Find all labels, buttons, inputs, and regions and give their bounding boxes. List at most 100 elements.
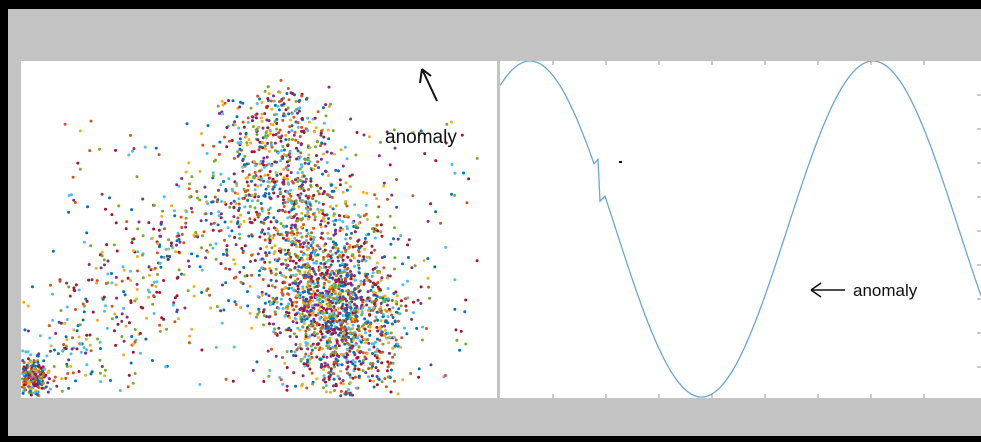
- scatter-point: [298, 167, 302, 171]
- scatter-point: [329, 183, 333, 187]
- scatter-point: [379, 319, 383, 323]
- scatter-point: [341, 190, 345, 194]
- scatter-point: [345, 341, 349, 345]
- scatter-point: [275, 296, 279, 300]
- scatter-point: [242, 220, 246, 223]
- scatter-point: [386, 197, 389, 201]
- scatter-point: [104, 304, 107, 308]
- scatter-point: [370, 227, 374, 231]
- scatter-point: [329, 237, 333, 241]
- scatter-point: [273, 103, 277, 107]
- scatter-point: [381, 296, 385, 300]
- scatter-point: [377, 205, 381, 209]
- scatter-point: [179, 215, 183, 219]
- scatter-point: [243, 205, 247, 209]
- scatter-point: [311, 258, 315, 262]
- scatter-point: [40, 386, 44, 390]
- scatter-point: [317, 192, 321, 196]
- scatter-point: [351, 311, 355, 315]
- scatter-point: [238, 236, 242, 240]
- scatter-point: [300, 94, 304, 98]
- scatter-point: [294, 178, 297, 182]
- scatter-point: [44, 373, 48, 377]
- scatter-point: [305, 266, 309, 269]
- scatter-point: [26, 357, 30, 361]
- scatter-point: [24, 371, 28, 374]
- scatter-point: [261, 146, 265, 150]
- scatter-point: [157, 153, 161, 157]
- scatter-point: [376, 369, 380, 373]
- scatter-point: [310, 348, 314, 352]
- scatter-point: [260, 119, 264, 123]
- scatter-point: [301, 374, 305, 378]
- scatter-point: [184, 221, 188, 225]
- scatter-point: [300, 225, 303, 229]
- scatter-point: [302, 189, 306, 193]
- scatter-point: [382, 181, 386, 185]
- scatter-point: [341, 331, 345, 335]
- scatter-point: [305, 245, 309, 248]
- scatter-point: [288, 316, 292, 320]
- scatter-point: [334, 251, 338, 255]
- scatter-point: [351, 376, 355, 380]
- scatter-point: [37, 379, 41, 383]
- scatter-point: [327, 290, 331, 294]
- scatter-point: [290, 201, 294, 205]
- scatter-point: [131, 342, 135, 346]
- scatter-point: [214, 345, 218, 349]
- scatter-point: [325, 271, 328, 275]
- scatter-point: [293, 317, 297, 320]
- scatter-point: [269, 141, 273, 145]
- scatter-point: [89, 244, 93, 248]
- scatter-point: [225, 250, 229, 254]
- scatter-point: [89, 119, 93, 123]
- scatter-point: [325, 311, 329, 315]
- scatter-point: [278, 90, 282, 94]
- scatter-point: [219, 262, 223, 266]
- scatter-point: [334, 301, 338, 305]
- scatter-point: [64, 344, 68, 348]
- scatter-point: [307, 291, 311, 295]
- scatter-point: [263, 112, 267, 116]
- scatter-point: [293, 130, 297, 134]
- scatter-point: [265, 254, 268, 258]
- scatter-point: [346, 255, 350, 259]
- scatter-point: [380, 361, 384, 365]
- scatter-point: [270, 246, 274, 250]
- scatter-point: [282, 225, 286, 229]
- scatter-point: [301, 301, 305, 305]
- scatter-point: [319, 225, 323, 229]
- scatter-point: [84, 297, 88, 301]
- scatter-point: [23, 377, 27, 381]
- scatter-point: [334, 350, 338, 354]
- scatter-point: [281, 195, 285, 199]
- scatter-point: [298, 291, 302, 295]
- scatter-point: [160, 316, 164, 320]
- scatter-point: [304, 194, 308, 198]
- scatter-point: [177, 250, 181, 254]
- scatter-point: [306, 288, 310, 292]
- scatter-point: [378, 338, 382, 342]
- scatter-point: [357, 271, 361, 275]
- scatter-point: [224, 188, 228, 191]
- scatter-point: [173, 214, 177, 218]
- scatter-point: [65, 318, 69, 321]
- scatter-point: [281, 145, 285, 148]
- scatter-point: [260, 112, 264, 116]
- scatter-point: [353, 367, 357, 371]
- scatter-point: [454, 328, 458, 332]
- scatter-point: [147, 221, 151, 225]
- scatter-point: [361, 351, 365, 355]
- scatter-point: [332, 272, 336, 275]
- scatter-point: [319, 223, 323, 226]
- scatter-point: [204, 218, 208, 222]
- scatter-point: [333, 389, 336, 392]
- scatter-point: [214, 242, 218, 246]
- scatter-point: [343, 297, 347, 301]
- scatter-point: [313, 215, 317, 219]
- scatter-point: [340, 280, 344, 284]
- scatter-point: [331, 319, 335, 323]
- scatter-point: [158, 291, 162, 294]
- scatter-point: [311, 117, 315, 121]
- scatter-point: [324, 298, 328, 302]
